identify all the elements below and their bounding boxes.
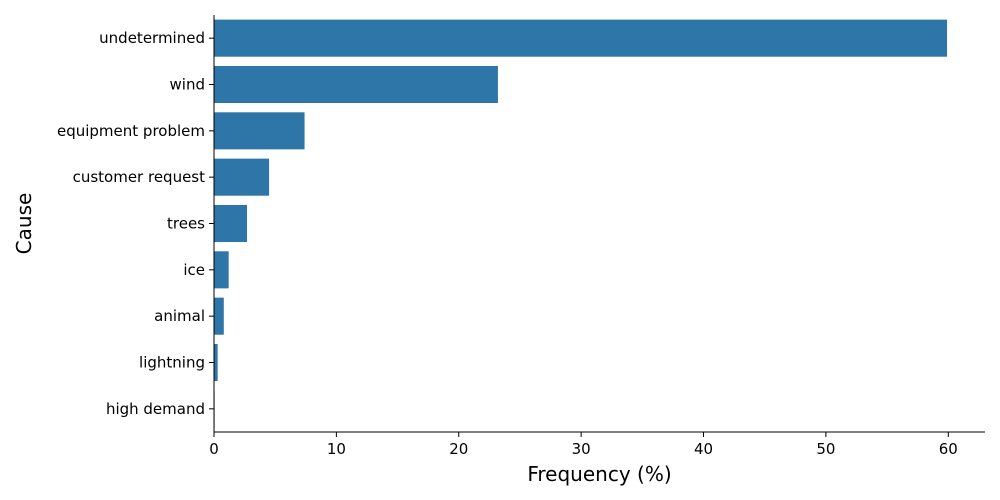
x-tick-label: 60 [939,440,958,458]
bars-group [214,19,948,428]
x-tick-label: 20 [449,440,468,458]
x-tick-label: 0 [209,440,219,458]
y-tick-label: trees [167,215,205,233]
y-tick-label: high demand [106,400,205,418]
x-tick-label: 10 [327,440,346,458]
bar-animal [214,297,224,335]
y-tick-label: animal [154,307,205,325]
x-axis-title: Frequency (%) [527,462,671,486]
bar-wind [214,65,498,104]
x-tick-label: 30 [572,440,591,458]
bar-undetermined [214,19,948,57]
axes-frame [213,15,985,433]
y-tick-label: undetermined [99,29,205,47]
y-tick-label: ice [183,261,205,279]
bar-equipment-problem [214,112,305,150]
bar-lightning [214,343,218,382]
bar-trees [214,204,248,243]
x-tick-label: 40 [694,440,713,458]
y-axis-title: Cause [12,193,36,255]
y-tick-label: customer request [73,168,206,186]
y-tick-label: equipment problem [57,122,205,140]
y-tick-label: wind [170,76,205,94]
x-tick-label: 50 [816,440,835,458]
bar-customer-request [214,158,270,196]
y-tick-label: lightning [139,354,205,372]
bar-ice [214,251,229,289]
y-tick-labels: undetermined wind equipment problem custome… [57,29,214,418]
x-ticks: 0 10 20 30 40 50 60 [209,432,958,458]
